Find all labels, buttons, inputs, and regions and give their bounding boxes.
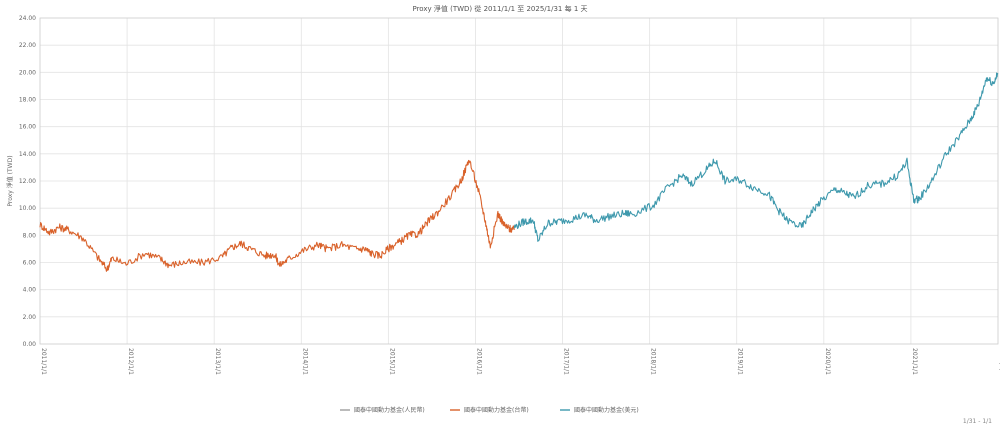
y-tick-label: 0.00 xyxy=(23,341,37,348)
chart-title: Proxy 淨值 (TWD) 從 2011/1/1 至 2025/1/31 每 … xyxy=(412,5,588,13)
y-tick-label: 24.00 xyxy=(19,15,36,22)
x-tick-label: 2013/1/1 xyxy=(214,348,221,375)
x-tick-label: 2020/1/1 xyxy=(824,348,831,375)
legend-entry: 國泰中國動力基金(台幣) xyxy=(464,406,529,414)
x-tick-label: 2025/1/31 xyxy=(998,348,1000,379)
y-tick-label: 10.00 xyxy=(19,205,36,212)
y-tick-label: 8.00 xyxy=(23,232,37,239)
x-tick-label: 2016/1/1 xyxy=(475,348,482,375)
x-tick-label: 2011/1/1 xyxy=(40,348,47,375)
plot-area-border xyxy=(39,17,999,345)
x-tick-label: 2021/1/1 xyxy=(911,348,918,375)
y-tick-label: 20.00 xyxy=(19,69,36,76)
y-tick-label: 22.00 xyxy=(19,42,36,49)
series-line-2 xyxy=(39,159,515,272)
y-tick-label: 12.00 xyxy=(19,178,36,185)
y-axis-label: Proxy 淨值 (TWD) xyxy=(6,155,14,206)
x-tick-label: 2017/1/1 xyxy=(563,348,570,375)
series-line-3 xyxy=(513,72,999,242)
y-tick-label: 2.00 xyxy=(23,314,37,321)
legend-entry: 國泰中國動力基金(人民幣) xyxy=(354,406,425,414)
y-tick-label: 18.00 xyxy=(19,97,36,104)
y-tick-label: 4.00 xyxy=(23,287,37,294)
x-tick-label: 2018/1/1 xyxy=(650,348,657,375)
y-tick-label: 6.00 xyxy=(23,260,37,267)
x-tick-label: 2012/1/1 xyxy=(127,348,134,375)
y-tick-label: 14.00 xyxy=(19,151,36,158)
x-tick-label: 2014/1/1 xyxy=(301,348,308,375)
footer-note: 1/31 - 1/1 xyxy=(962,418,992,425)
x-tick-label: 2019/1/1 xyxy=(737,348,744,375)
x-tick-label: 2015/1/1 xyxy=(388,348,395,375)
y-tick-label: 16.00 xyxy=(19,124,36,131)
legend-entry: 國泰中國動力基金(美元) xyxy=(574,406,639,414)
